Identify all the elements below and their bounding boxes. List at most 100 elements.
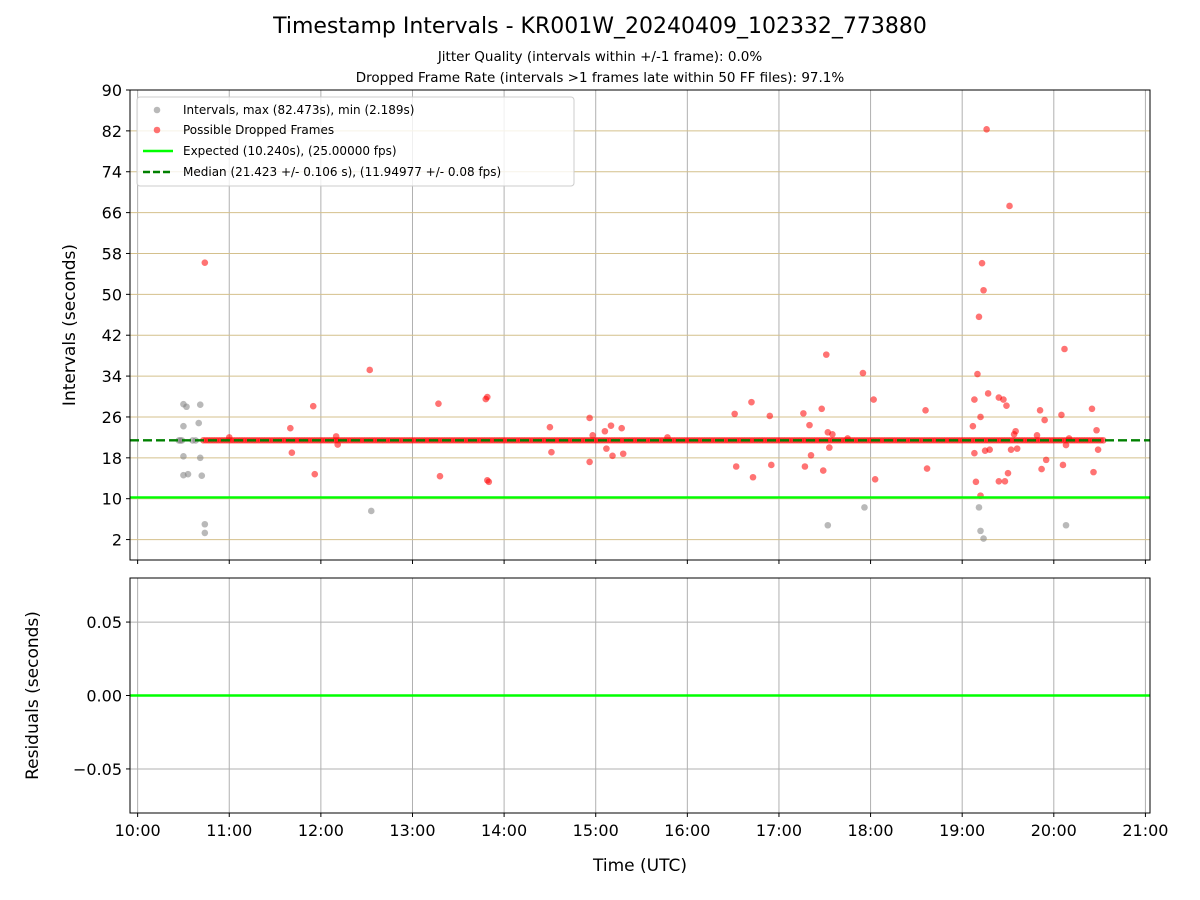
residuals-ylabel: Residuals (seconds) <box>23 611 43 780</box>
dropped-frame-rate-subtitle: Dropped Frame Rate (intervals >1 frames … <box>355 70 845 86</box>
dropped-frame-point <box>1000 396 1007 403</box>
ytick-label: 58 <box>102 244 122 263</box>
interval-point <box>980 535 987 542</box>
dropped-frame-point <box>818 405 826 413</box>
interval-point <box>180 452 187 460</box>
xtick-label: 11:00 <box>206 821 252 840</box>
dropped-frame-point <box>1038 465 1045 473</box>
interval-point <box>977 527 984 535</box>
dropped-frame-point <box>1041 416 1048 424</box>
ytick-label: 90 <box>102 81 122 100</box>
interval-point <box>367 507 375 515</box>
ytick-label: 74 <box>102 163 122 182</box>
legend-box <box>136 96 575 187</box>
dropped-frame-point <box>1036 407 1044 414</box>
dropped-frame-point <box>859 369 867 377</box>
dropped-frame-point <box>546 423 554 431</box>
legend-label-dropped: Possible Dropped Frames <box>183 123 334 137</box>
dropped-frame-point <box>800 410 807 417</box>
dropped-frame-point <box>829 431 836 438</box>
dropped-frame-point <box>974 370 981 378</box>
dropped-frame-point <box>309 402 317 410</box>
ytick-label: 0.05 <box>86 613 122 632</box>
dropped-frame-point <box>436 472 444 480</box>
interval-points <box>175 126 1107 542</box>
dropped-frame-point <box>977 413 984 421</box>
interval-point <box>198 472 206 480</box>
dropped-frame-point <box>1088 405 1096 413</box>
dropped-frame-point <box>732 463 740 470</box>
dropped-frame-point <box>871 475 879 483</box>
legend-label-median: Median (21.423 +/- 0.106 s), (11.94977 +… <box>183 165 501 179</box>
dropped-frame-point <box>1059 461 1067 469</box>
dropped-frame-point <box>766 412 774 420</box>
dropped-frame-point <box>435 400 442 407</box>
dropped-frame-point <box>1058 411 1065 419</box>
dropped-frame-point <box>1004 469 1012 477</box>
xtick-label: 15:00 <box>573 821 619 840</box>
xtick-label: 16:00 <box>664 821 710 840</box>
dropped-frame-point <box>1042 456 1050 464</box>
interval-point <box>196 401 204 408</box>
dropped-frame-point <box>1012 427 1019 435</box>
reference-lines <box>130 439 1150 499</box>
dropped-frame-point <box>225 434 233 441</box>
dropped-frame-point <box>870 396 877 403</box>
xtick-label: 19:00 <box>939 821 985 840</box>
interval-point <box>184 470 192 478</box>
dropped-frame-point <box>984 390 992 397</box>
interval-point <box>201 520 209 528</box>
dropped-frame-point <box>922 407 929 414</box>
ytick-label: 18 <box>102 449 122 468</box>
dropped-frame-point <box>664 434 671 441</box>
dropped-frame-point <box>1061 345 1068 353</box>
dropped-frame-point <box>822 351 830 358</box>
dropped-frame-point <box>801 463 809 470</box>
dropped-frame-point <box>1033 432 1041 439</box>
interval-point <box>180 422 187 430</box>
ytick-label: 0.00 <box>86 687 122 706</box>
legend-marker-dropped <box>153 126 161 134</box>
dropped-frame-point <box>1001 478 1009 485</box>
dropped-frame-point <box>311 470 319 478</box>
dropped-frame-point <box>807 451 815 459</box>
dropped-frame-point <box>731 410 738 418</box>
dropped-frame-point <box>995 478 1003 485</box>
xtick-label: 10:00 <box>115 821 161 840</box>
dropped-frame-point <box>971 396 978 403</box>
intervals-plot-frame <box>129 89 1151 561</box>
dropped-frame-point <box>586 458 593 466</box>
dropped-frame-point <box>548 448 555 456</box>
interval-point <box>201 529 209 537</box>
dropped-frame-point <box>1013 445 1021 452</box>
interval-point <box>1062 521 1070 529</box>
dropped-frame-point <box>1062 441 1070 449</box>
dropped-frame-point <box>983 126 990 133</box>
residuals-ticks: 10:00 11:00 12:00 13:00 14:00 15:00 16:00 17:00… <box>73 613 1169 840</box>
dropped-frame-point <box>603 445 610 452</box>
dropped-frame-point <box>607 422 615 429</box>
intervals-ylabel: Intervals (seconds) <box>60 244 80 406</box>
ytick-label: 82 <box>102 122 122 141</box>
intervals-ticks: 2 10 18 26 34 42 50 58 66 74 82 90 <box>102 81 1146 564</box>
dropped-frame-point <box>969 422 977 430</box>
dropped-frame-point <box>1094 446 1102 453</box>
ytick-label: −0.05 <box>73 760 122 779</box>
dropped-frame-point <box>923 465 931 472</box>
dropped-frame-point <box>1090 468 1097 476</box>
dropped-frame-point <box>1093 426 1100 434</box>
legend-marker-intervals <box>153 106 161 114</box>
dropped-frame-point <box>334 441 341 448</box>
legend: Intervals, max (82.473s), min (2.189s) P… <box>136 96 575 187</box>
dropped-frame-point <box>806 421 813 429</box>
dropped-frame-point <box>826 444 833 451</box>
interval-point <box>196 454 204 462</box>
dropped-frame-point <box>749 473 757 481</box>
xtick-label: 18:00 <box>848 821 894 840</box>
dropped-frame-point <box>589 432 596 439</box>
dropped-frame-point <box>1007 446 1015 453</box>
time-xlabel: Time (UTC) <box>592 856 687 876</box>
dropped-frame-point <box>618 424 625 432</box>
interval-point <box>195 419 203 427</box>
ytick-label: 50 <box>102 285 122 304</box>
